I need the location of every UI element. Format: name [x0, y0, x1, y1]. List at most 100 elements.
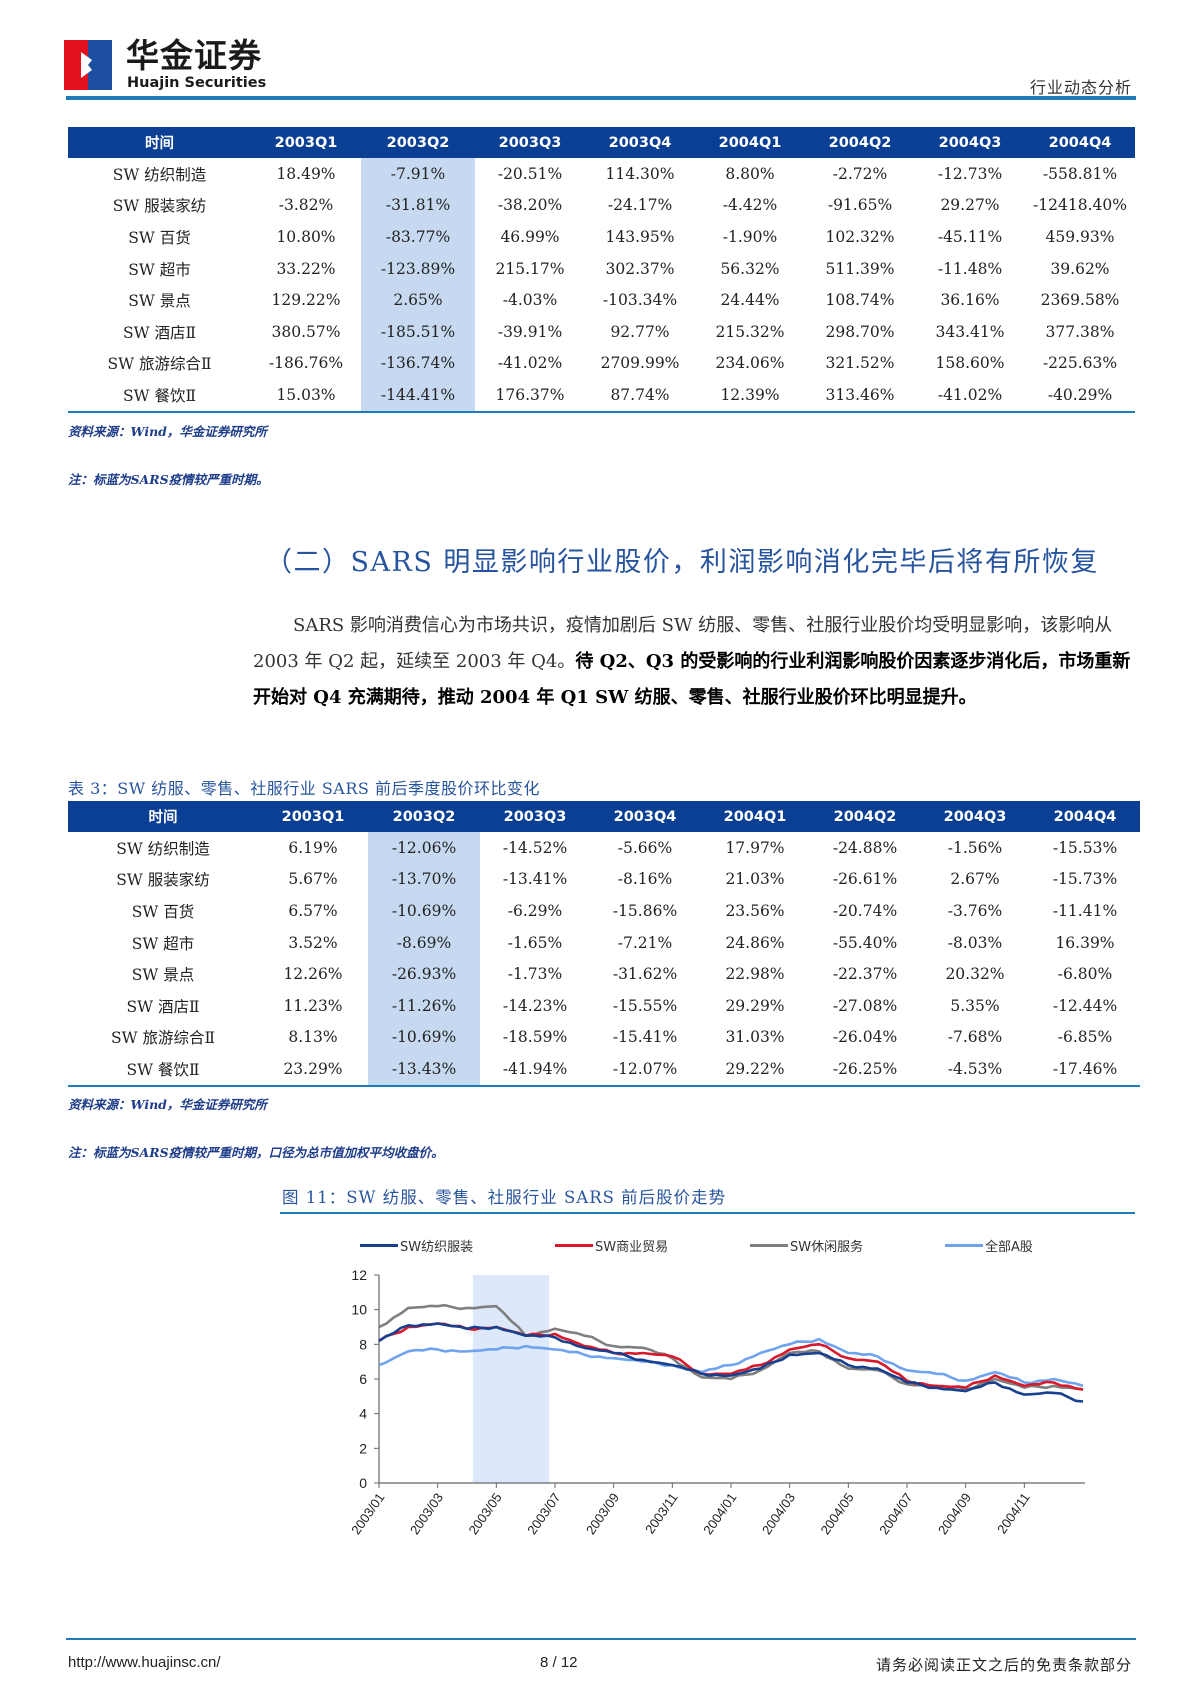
table-cell: -12.44%	[1052, 996, 1118, 1015]
table-cell: -22.37%	[832, 965, 898, 984]
header-divider	[66, 96, 1136, 100]
x-tick-label: 2004/01	[700, 1490, 739, 1537]
table1-source: 资料来源：Wind，华金证券研究所	[68, 424, 267, 439]
table-cell: 56.32%	[720, 259, 780, 278]
table-cell: -20.51%	[497, 164, 563, 183]
row-label: SW 纺织制造	[116, 839, 210, 858]
column-header-quarter: 2004Q1	[695, 127, 805, 158]
table-cell: 24.86%	[725, 933, 785, 952]
table1-note: 注：标蓝为SARS疫情较严重时期。	[68, 472, 269, 487]
row-label: SW 景点	[131, 966, 195, 985]
table-cell: -20.74%	[832, 901, 898, 920]
table-row: SW 百货 6.57% -10.69% -6.29% -15.86% 23.56% -20.…	[68, 895, 1140, 927]
table-cell: -6.85%	[1057, 1028, 1113, 1047]
table3-source: 资料来源：Wind，华金证券研究所	[68, 1097, 267, 1112]
table-cell: -41.94%	[480, 1053, 590, 1087]
table-cell: -18.59%	[502, 1028, 568, 1047]
table-cell: 2.67%	[950, 870, 1000, 889]
table-cell: 2369.58%	[1040, 291, 1120, 310]
table-cell: 380.57%	[271, 322, 341, 341]
table-cell: -26.61%	[832, 870, 898, 889]
table3-note: 注：标蓝为SARS疫情较严重时期，口径为总市值加权平均收盘价。	[68, 1145, 444, 1160]
legend-item: SW休闲服务	[750, 1236, 875, 1255]
x-tick-label: 2004/11	[994, 1490, 1033, 1536]
table-cell: 2709.99%	[600, 354, 680, 373]
row-label: SW 纺织制造	[112, 165, 207, 184]
figure-title-underline	[280, 1212, 1135, 1214]
footer-url-link[interactable]: http://www.huajinsc.cn/	[68, 1654, 221, 1671]
table-cell: -15.41%	[612, 1028, 678, 1047]
column-header-quarter: 2004Q2	[810, 801, 920, 832]
table-cell: -6.29%	[507, 901, 563, 920]
table-cell: 29.29%	[725, 996, 785, 1015]
paragraph-text: SARS 影响消费信心为市场共识，疫情加剧后 SW 纺服、零售、社服行业股价均受…	[253, 615, 1113, 672]
table-cell: 11.23%	[283, 996, 343, 1015]
column-header-quarter: 2003Q3	[480, 801, 590, 832]
table-cell: -24.88%	[832, 838, 898, 857]
table-cell: -13.70%	[368, 863, 480, 896]
table-cell: -225.63%	[1042, 354, 1118, 373]
company-logo-mark	[64, 40, 112, 90]
table-cell: -40.29%	[1025, 379, 1135, 413]
table-cell: 215.17%	[495, 259, 565, 278]
x-tick-label: 2003/03	[407, 1490, 446, 1537]
table-cell: -31.62%	[612, 965, 678, 984]
table-cell: -11.41%	[1052, 901, 1118, 920]
table-cell: 2.65%	[361, 284, 475, 316]
table-cell: -31.81%	[361, 189, 475, 222]
table-cell: 12.39%	[695, 379, 805, 413]
legend-item: SW纺织服装	[360, 1236, 485, 1255]
legend-swatch-icon	[360, 1244, 398, 1247]
legend-swatch-icon	[555, 1244, 593, 1247]
table-cell: 343.41%	[935, 322, 1005, 341]
table-cell: -13.41%	[502, 870, 568, 889]
table-cell: -27.08%	[832, 996, 898, 1015]
table-cell: 18.49%	[276, 164, 336, 183]
table-cell: 23.29%	[258, 1053, 368, 1087]
table-row: SW 酒店Ⅱ 380.57% -185.51% -39.91% 92.77% 215.32…	[68, 315, 1135, 348]
table-cell: 298.70%	[825, 322, 895, 341]
table-row: SW 餐饮Ⅱ 15.03% -144.41% 176.37% 87.74% 12.39% 3…	[68, 379, 1135, 413]
table-row: SW 餐饮Ⅱ 23.29% -13.43% -41.94% -12.07% 29.22% -…	[68, 1053, 1140, 1087]
table-row: SW 百货 10.80% -83.77% 46.99% 143.95% -1.90% 102…	[68, 221, 1135, 253]
table-cell: -13.43%	[368, 1053, 480, 1087]
table-cell: -45.11%	[937, 227, 1003, 246]
table-cell: -5.66%	[617, 838, 673, 857]
table-cell: -55.40%	[832, 933, 898, 952]
legend-label: SW商业贸易	[595, 1240, 669, 1255]
document-type: 行业动态分析	[1029, 78, 1132, 97]
row-label: SW 百货	[128, 228, 191, 247]
table-cell: -39.91%	[497, 322, 563, 341]
table-cell: 511.39%	[825, 259, 895, 278]
table-cell: 36.16%	[940, 291, 1000, 310]
table-cell: -8.16%	[617, 870, 673, 889]
table-cell: -7.68%	[947, 1028, 1003, 1047]
table-cell: -10.69%	[368, 1021, 480, 1054]
row-label: SW 餐饮Ⅱ	[68, 1053, 258, 1087]
table-cell: -38.20%	[497, 196, 563, 215]
table-cell: 15.03%	[251, 379, 361, 413]
x-tick-label: 2003/11	[642, 1490, 681, 1536]
table-cell: -12418.40%	[1033, 196, 1127, 215]
table-cell: 46.99%	[500, 227, 560, 246]
column-header-quarter: 2003Q1	[258, 801, 368, 832]
table-cell: -12.06%	[368, 832, 480, 864]
table-cell: 17.97%	[725, 838, 785, 857]
table-cell: -11.26%	[368, 989, 480, 1022]
column-header-label: 时间	[68, 801, 258, 832]
table-cell: -136.74%	[361, 347, 475, 380]
row-label: SW 旅游综合Ⅱ	[110, 1029, 215, 1048]
row-label: SW 超市	[131, 934, 195, 953]
table-profit-change: 时间 2003Q1 2003Q2 2003Q3 2003Q4 2004Q1 2004Q2 20…	[68, 127, 1135, 413]
table-cell: 459.93%	[1045, 227, 1115, 246]
table-cell: 5.35%	[950, 996, 1000, 1015]
table-cell: -26.25%	[810, 1053, 920, 1087]
table-cell: 176.37%	[475, 379, 585, 413]
paragraph-bold-text: 待 Q2、Q3 的受影响的行业利润影响股价因素逐步消化后，市场重新开始对 Q4 …	[253, 651, 1131, 708]
table-cell: -123.89%	[361, 252, 475, 285]
section-heading: （二）SARS 明显影响行业股价，利润影响消化完毕后将有所恢复	[265, 547, 1099, 578]
table-cell: -6.80%	[1057, 965, 1113, 984]
table-cell: 20.32%	[945, 965, 1005, 984]
x-tick-label: 2004/07	[876, 1490, 915, 1537]
y-tick-label: 6	[359, 1371, 367, 1387]
